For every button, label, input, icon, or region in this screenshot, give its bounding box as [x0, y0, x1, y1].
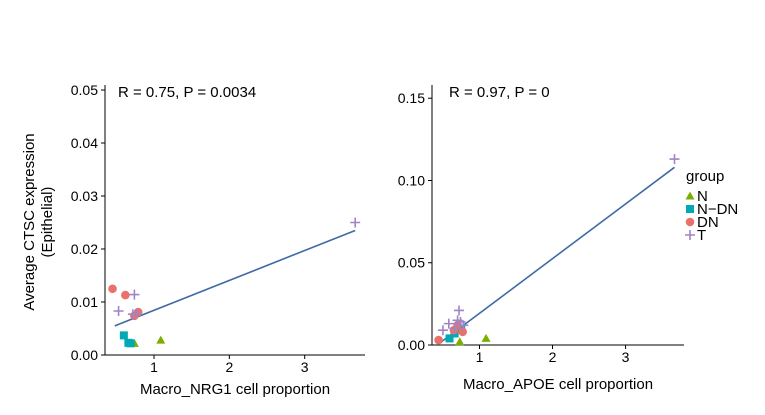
data-point-t	[350, 217, 361, 228]
legend-label-n: N	[697, 188, 708, 205]
correlation-annotation: R = 0.75, P = 0.0034	[118, 84, 256, 101]
legend-label-t: T	[697, 227, 706, 244]
data-point-n	[481, 333, 491, 342]
panel-macro-apoe: 0.00 0.05 0.10 0.15 1 2 3 Macro_APOE cell propo…	[398, 84, 684, 393]
data-point-dn	[108, 284, 117, 294]
x-tick-label: 1	[150, 359, 158, 375]
legend-marker-dn	[685, 217, 695, 227]
legend-marker-t	[685, 230, 695, 240]
regression-line	[114, 229, 356, 327]
data-point-n	[455, 337, 465, 346]
data-point-n-dn	[119, 331, 128, 340]
data-point-t	[437, 325, 448, 336]
data-point-t	[458, 320, 469, 331]
data-point-n-dn	[445, 334, 454, 343]
y-tick-label: 0.00	[398, 337, 425, 353]
data-point-t	[131, 308, 142, 319]
x-tick-label: 2	[549, 349, 557, 365]
correlation-annotation: R = 0.97, P = 0	[449, 84, 550, 101]
data-point-dn	[133, 307, 143, 317]
data-point-t	[449, 323, 460, 334]
data-point-t	[129, 289, 140, 300]
y-tick-label: 0.10	[398, 172, 425, 188]
y-tick-label: 0.04	[71, 135, 98, 151]
legend-marker-n	[685, 191, 695, 200]
x-tick-label: 2	[225, 359, 233, 375]
x-tick-label: 1	[476, 349, 484, 365]
legend-label-dn: DN	[697, 214, 719, 231]
x-tick-label: 3	[622, 349, 630, 365]
y-tick-label: 0.15	[398, 90, 425, 106]
data-point-t	[113, 306, 124, 317]
legend-title: group	[686, 168, 724, 185]
data-point-n	[156, 335, 166, 344]
y-axis-title-line-2: (Epithelial)	[39, 187, 56, 258]
legend-label-n-dn: N−DN	[697, 201, 738, 218]
data-point-t	[669, 154, 680, 165]
legend-marker-n-dn	[686, 205, 694, 213]
data-point-dn	[458, 327, 467, 337]
data-point-t	[452, 315, 463, 326]
data-point-t	[454, 305, 465, 316]
x-axis-title: Macro_APOE cell proportion	[463, 376, 653, 393]
y-axis-title: Average CTSC expression (Epithelial)	[21, 133, 56, 310]
data-point-n-dn	[126, 339, 135, 348]
data-point-t	[443, 318, 454, 329]
y-tick-label: 0.05	[71, 82, 98, 98]
y-tick-label: 0.03	[71, 188, 98, 204]
x-axis-title: Macro_NRG1 cell proportion	[140, 381, 330, 398]
panel-macro-nrg1: 0.00 0.01 0.02 0.03 0.04 0.05 1 2 3 Macro_NRG1 ce…	[71, 82, 365, 398]
data-point-dn	[121, 290, 130, 300]
y-tick-label: 0.05	[398, 255, 425, 271]
y-tick-label: 0.00	[71, 347, 98, 363]
data-point-dn	[434, 335, 443, 345]
y-tick-label: 0.02	[71, 241, 98, 257]
y-tick-label: 0.01	[71, 294, 98, 310]
regression-line	[438, 166, 675, 344]
y-axis-title-line-1: Average CTSC expression	[21, 133, 38, 310]
x-tick-label: 3	[301, 359, 309, 375]
